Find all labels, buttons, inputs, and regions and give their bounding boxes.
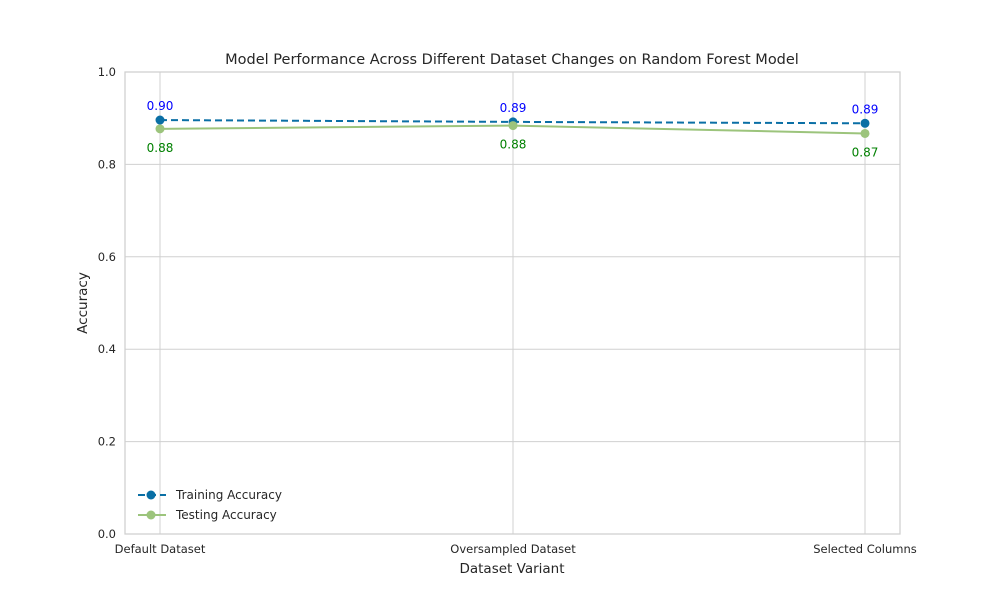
training-accuracy-legend-label: Training Accuracy [175,488,282,502]
series-layer [155,115,870,138]
training-accuracy-legend-marker [146,490,156,500]
testing-accuracy-data-label: 0.88 [147,141,174,155]
y-tick-label: 1.0 [98,65,116,79]
training-accuracy-data-label: 0.90 [147,99,174,113]
training-accuracy-data-label: 0.89 [852,102,879,116]
y-tick-label: 0.0 [98,527,116,541]
data-labels: 0.90 0.89 0.89 0.88 0.88 0.87 [147,99,879,159]
ticks: 0.0 0.2 0.4 0.6 0.8 1.0 Default Dataset Oversam… [98,65,917,556]
testing-accuracy-legend-label: Testing Accuracy [175,508,277,522]
training-accuracy-data-label: 0.89 [500,101,527,115]
testing-accuracy-data-label: 0.88 [500,138,527,152]
legend: Training Accuracy Testing Accuracy [138,488,282,522]
testing-accuracy-point [860,128,870,138]
plot-frame [124,71,901,535]
training-accuracy-point [860,118,870,128]
testing-accuracy-point [508,121,518,131]
chart-title: Model Performance Across Different Datas… [225,52,799,68]
y-tick-label: 0.8 [98,157,116,171]
y-tick-label: 0.2 [98,435,116,449]
testing-accuracy-legend-marker [146,510,156,520]
y-tick-label: 0.6 [98,250,116,264]
training-accuracy-point [155,115,165,125]
x-tick-label: Oversampled Dataset [450,542,576,556]
testing-accuracy-data-label: 0.87 [852,145,879,159]
x-tick-label: Default Dataset [115,542,206,556]
y-tick-label: 0.4 [98,342,116,356]
x-tick-label: Selected Columns [813,542,917,556]
y-axis-label: Accuracy [75,272,91,334]
x-axis-label: Dataset Variant [459,561,564,577]
testing-accuracy-point [155,124,165,134]
